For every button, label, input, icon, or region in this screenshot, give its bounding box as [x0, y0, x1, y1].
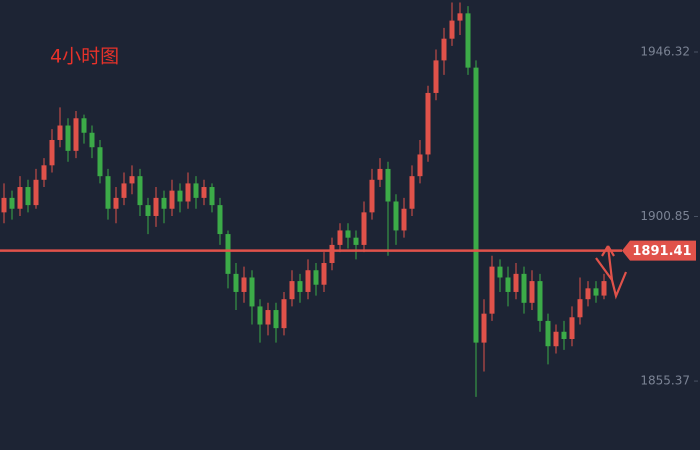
candle-body [73, 118, 79, 151]
candle-body [545, 320, 551, 347]
candle-body [297, 281, 303, 292]
candle-body [569, 317, 575, 339]
candle-body [313, 270, 319, 285]
candle-body [113, 197, 119, 209]
candle-body [265, 310, 271, 325]
candle-body [233, 273, 239, 292]
candle-body [41, 165, 47, 180]
candle-body [145, 205, 151, 216]
candle-body [273, 310, 279, 329]
y-tick-label: 1946.32 [640, 44, 690, 58]
candle-body [217, 205, 223, 235]
candle-body [457, 13, 463, 21]
candle-body [449, 20, 455, 39]
candle-body [345, 230, 351, 238]
candle-body [25, 187, 31, 206]
candle-body [393, 201, 399, 231]
candle-body [9, 197, 15, 209]
candle-body [89, 132, 95, 148]
candle-body [377, 168, 383, 180]
y-tick-label: 1855.37 [640, 374, 690, 388]
candle-body [417, 154, 423, 177]
candle-body [161, 197, 167, 209]
candle-body [49, 139, 55, 166]
candle-body [249, 277, 255, 307]
candle-body [97, 147, 103, 177]
price-label: 1891.41 [632, 244, 691, 259]
candle-body [537, 281, 543, 321]
candle-body [81, 118, 87, 133]
chart-title: 4小时图 [50, 46, 119, 68]
candle-body [193, 183, 199, 198]
candle-body [577, 299, 583, 318]
candle-body [129, 176, 135, 184]
candle-body [513, 273, 519, 292]
candle-body [521, 273, 527, 303]
price-label-box [622, 240, 696, 261]
candle-body [409, 176, 415, 209]
candle-body [1, 197, 7, 213]
candle-body [425, 92, 431, 155]
candle-body [177, 190, 183, 202]
candle-body [481, 313, 487, 343]
candle-body [321, 263, 327, 285]
candle-body [17, 187, 23, 209]
candle-body [241, 277, 247, 292]
candle-body [353, 237, 359, 245]
candle-body [65, 125, 71, 151]
candle-body [225, 234, 231, 274]
candle-body [329, 244, 335, 264]
candle-body [401, 208, 407, 231]
candle-body [497, 266, 503, 278]
candle-body [137, 176, 143, 206]
candle-body [505, 277, 511, 292]
candle-body [337, 230, 343, 245]
candle-body [601, 281, 607, 296]
candle-body [561, 331, 567, 339]
y-tick-label: 1900.85 [640, 209, 690, 223]
candle-body [153, 197, 159, 216]
candle-body [441, 38, 447, 61]
candle-body [593, 288, 599, 296]
candle-body [465, 13, 471, 68]
candle-body [121, 183, 127, 198]
candle-body [369, 179, 375, 213]
candle-body [585, 288, 591, 300]
candle-body [433, 60, 439, 93]
candle-body [33, 179, 39, 206]
candle-body [473, 67, 479, 343]
candle-body [209, 187, 215, 206]
candle-body [169, 190, 175, 209]
candle-body [185, 183, 191, 202]
candles [1, 2, 607, 397]
candle-body [105, 176, 111, 209]
candle-body [553, 331, 559, 347]
candle-body [305, 270, 311, 292]
candle-body [529, 281, 535, 303]
candle-body [289, 281, 295, 300]
candle-body [57, 125, 63, 140]
candle-body [281, 299, 287, 329]
candle-body [361, 212, 367, 245]
candle-body [257, 306, 263, 325]
arrow-annotation [595, 245, 628, 300]
candle-body [201, 187, 207, 198]
candle-body [385, 168, 391, 202]
candle-body [489, 266, 495, 314]
